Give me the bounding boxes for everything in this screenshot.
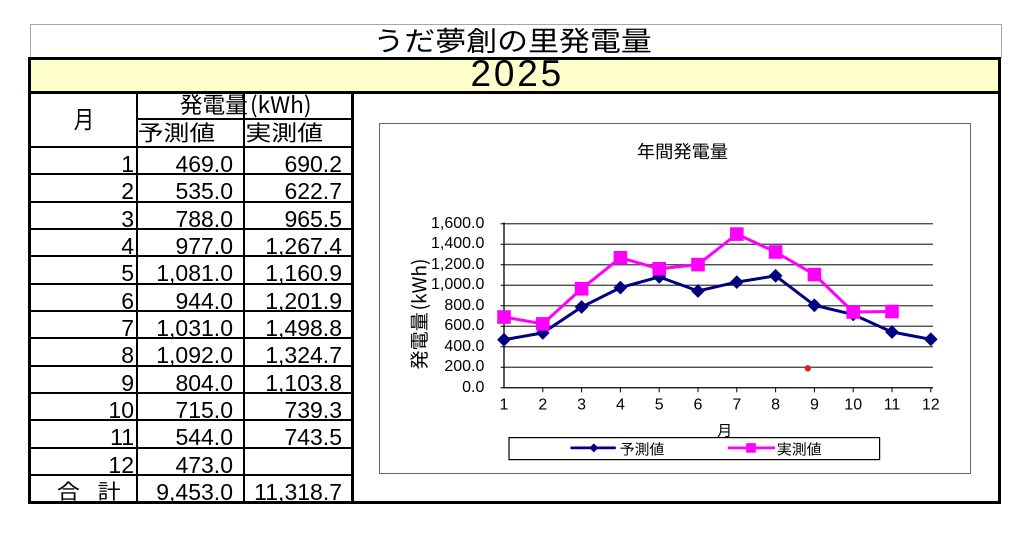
svg-text:200.0: 200.0 [444,358,484,375]
svg-text:3: 3 [577,396,586,413]
svg-text:1,400.0: 1,400.0 [431,235,484,252]
svg-text:800.0: 800.0 [444,297,484,314]
svg-text:1,200.0: 1,200.0 [431,256,484,273]
svg-text:1,600.0: 1,600.0 [431,215,484,232]
svg-text:1,000.0: 1,000.0 [431,276,484,293]
svg-text:11: 11 [884,396,901,413]
svg-text:9: 9 [810,396,819,413]
svg-text:6: 6 [694,396,703,413]
svg-text:10: 10 [844,396,862,413]
svg-text:400.0: 400.0 [444,338,484,355]
svg-text:8: 8 [771,396,780,413]
svg-text:4: 4 [616,396,625,413]
svg-text:2: 2 [538,396,547,413]
svg-text:0.0: 0.0 [462,379,484,396]
svg-text:600.0: 600.0 [444,317,484,334]
svg-text:7: 7 [732,396,741,413]
svg-text:5: 5 [655,396,664,413]
svg-text:1: 1 [500,396,509,413]
svg-text:12: 12 [922,396,940,413]
